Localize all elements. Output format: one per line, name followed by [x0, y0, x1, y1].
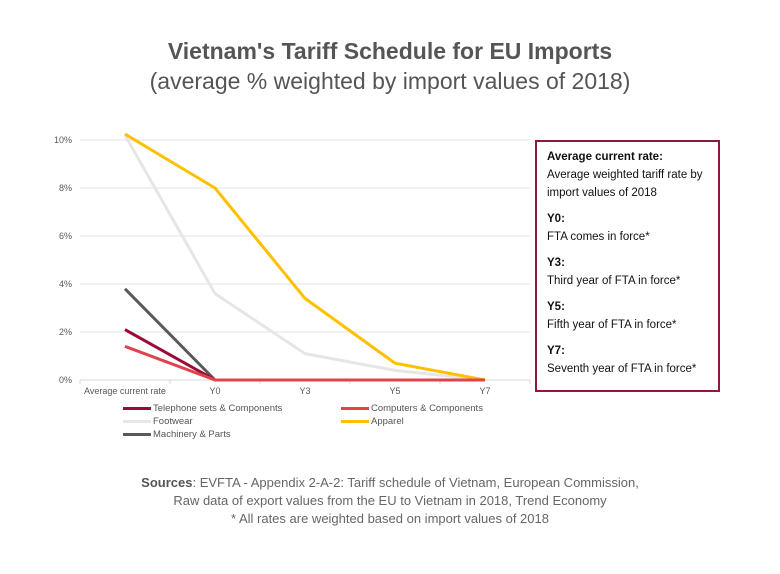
x-tick-label: Y5 — [389, 386, 400, 396]
note-heading: Average current rate: — [547, 151, 663, 163]
chart-title: Vietnam's Tariff Schedule for EU Imports — [167, 38, 613, 64]
legend-swatch — [341, 406, 369, 410]
definitions-box: Average current rate: Average weighted t… — [535, 140, 720, 392]
note-heading: Y3: — [547, 257, 565, 269]
legend-swatch — [123, 406, 151, 410]
legend-label: Computers & Components — [371, 403, 483, 414]
x-tick-label: Y0 — [209, 386, 220, 396]
legend-swatch — [341, 419, 369, 423]
sources-line: Raw data of export values from the EU to… — [173, 493, 607, 508]
sources-label: Sources — [141, 475, 193, 490]
note-text: Seventh year of FTA in force* — [547, 363, 697, 375]
legend-label: Footwear — [153, 416, 193, 427]
chart-subtitle: (average % weighted by import values of … — [149, 68, 631, 94]
note-text: Average weighted tariff rate by import v… — [547, 169, 703, 199]
legend-label: Telephone sets & Components — [153, 403, 283, 414]
series-line-computers-components — [124, 344, 485, 382]
x-tick-label: Average current rate — [84, 386, 166, 396]
y-tick-label: 0% — [59, 375, 72, 385]
y-tick-label: 4% — [59, 279, 72, 289]
legend-item: Machinery & Parts — [123, 429, 231, 440]
legend-label: Apparel — [371, 416, 404, 427]
legend-item: Apparel — [341, 416, 404, 427]
note-heading: Y5: — [547, 301, 565, 313]
y-tick-label: 2% — [59, 327, 72, 337]
footnote: * All rates are weighted based on import… — [231, 511, 549, 526]
series-line-footwear — [123, 134, 486, 382]
legend-item: Telephone sets & Components — [123, 403, 282, 414]
note-heading: Y0: — [547, 213, 565, 225]
series-line-apparel — [124, 132, 486, 382]
note-text: FTA comes in force* — [547, 231, 650, 243]
legend-item: Computers & Components — [341, 403, 483, 414]
note-heading: Y7: — [547, 345, 565, 357]
sources-line: : EVFTA - Appendix 2-A-2: Tariff schedul… — [192, 475, 639, 490]
legend-swatch — [123, 419, 151, 423]
legend-swatch — [123, 432, 151, 436]
x-tick-label: Y7 — [479, 386, 490, 396]
sources: Sources: EVFTA - Appendix 2-A-2: Tariff … — [0, 474, 780, 528]
y-tick-label: 8% — [59, 183, 72, 193]
y-tick-label: 10% — [54, 135, 72, 145]
x-tick-label: Y3 — [299, 386, 310, 396]
legend-item: Footwear — [123, 416, 193, 427]
note-text: Fifth year of FTA in force* — [547, 319, 677, 331]
legend-label: Machinery & Parts — [153, 429, 231, 440]
y-tick-label: 6% — [59, 231, 72, 241]
note-text: Third year of FTA in force* — [547, 275, 681, 287]
